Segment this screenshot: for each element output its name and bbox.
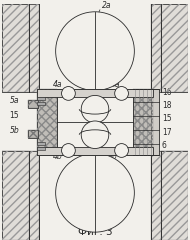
Bar [37,89,153,97]
Text: 4b: 4b [53,152,63,161]
Bar [37,89,57,156]
Bar [161,4,188,92]
Bar [37,147,45,150]
Bar [2,151,29,240]
Bar [37,97,45,100]
Bar [133,89,153,156]
Text: 5b: 5b [10,126,19,135]
Bar [2,151,39,240]
Bar [161,4,188,92]
Circle shape [62,87,75,100]
Bar [161,151,188,240]
Bar [28,100,38,108]
Circle shape [81,96,109,123]
Bar [37,102,45,105]
Circle shape [56,153,134,232]
Bar [37,147,153,156]
Bar [2,151,39,240]
Text: 4a: 4a [53,79,62,89]
Text: 6: 6 [162,141,167,150]
Text: 5a: 5a [10,96,19,105]
Text: 4b: 4b [108,152,118,161]
Text: 7: 7 [98,122,103,131]
Text: 16: 16 [162,88,172,97]
Bar [2,4,39,92]
Bar [37,89,57,156]
Bar [28,130,38,138]
Text: 18: 18 [162,101,171,110]
Bar [161,151,188,240]
Text: 15: 15 [162,114,172,123]
Bar [151,151,188,240]
Bar [28,100,38,108]
Text: 15: 15 [10,111,19,120]
Bar [57,90,133,153]
Circle shape [62,144,75,157]
Bar [2,4,29,92]
Bar [151,151,188,240]
Text: 3a: 3a [93,89,103,98]
Bar [151,89,159,156]
Circle shape [81,121,109,149]
Bar [151,4,188,92]
Text: 1b: 1b [90,138,100,148]
Text: 1a: 1a [72,95,81,104]
Text: Фиг. 3: Фиг. 3 [78,227,112,237]
Bar [37,142,45,144]
Text: 2b: 2b [102,215,112,224]
Circle shape [56,12,134,90]
Text: 2a: 2a [102,1,111,10]
Circle shape [115,144,128,157]
Text: 3b: 3b [74,142,84,150]
Text: 4a: 4a [111,79,120,89]
Bar [133,89,153,156]
Bar [37,89,153,156]
Bar [28,130,38,138]
Text: 17: 17 [162,128,172,137]
Circle shape [115,87,128,100]
Bar [2,151,29,240]
Bar [151,4,188,92]
Bar [2,4,29,92]
Bar [2,4,39,92]
